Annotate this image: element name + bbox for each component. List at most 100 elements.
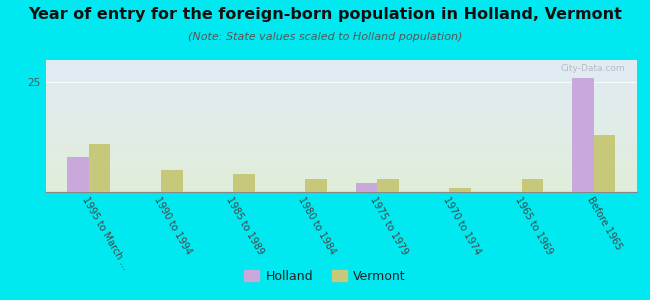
- Bar: [46, 114, 637, 115]
- Bar: [46, 167, 637, 168]
- Bar: [46, 110, 637, 111]
- Bar: [46, 182, 637, 183]
- Bar: [306, 179, 327, 192]
- Bar: [46, 132, 637, 133]
- Bar: [46, 173, 637, 174]
- Bar: [46, 145, 637, 146]
- Bar: [46, 107, 637, 108]
- Bar: [46, 76, 637, 77]
- Bar: [46, 115, 637, 116]
- Bar: [46, 79, 637, 80]
- Bar: [46, 166, 637, 167]
- Bar: [521, 179, 543, 192]
- Bar: [46, 190, 637, 191]
- Bar: [46, 67, 637, 68]
- Bar: [46, 172, 637, 173]
- Bar: [46, 91, 637, 92]
- Bar: [377, 179, 399, 192]
- Bar: [46, 95, 637, 96]
- Bar: [46, 139, 637, 140]
- Bar: [46, 100, 637, 101]
- Bar: [46, 94, 637, 95]
- Bar: [46, 155, 637, 156]
- Text: City-Data.com: City-Data.com: [560, 64, 625, 73]
- Bar: [46, 60, 637, 61]
- Bar: [46, 113, 637, 114]
- Bar: [89, 144, 111, 192]
- Bar: [46, 70, 637, 71]
- Bar: [46, 71, 637, 72]
- Bar: [46, 112, 637, 113]
- Bar: [46, 163, 637, 164]
- Bar: [46, 127, 637, 128]
- Bar: [46, 62, 637, 63]
- Bar: [46, 133, 637, 134]
- Bar: [46, 170, 637, 171]
- Bar: [46, 174, 637, 175]
- Bar: [46, 99, 637, 100]
- Bar: [46, 136, 637, 137]
- Bar: [46, 121, 637, 122]
- Bar: [46, 74, 637, 75]
- Text: Year of entry for the foreign-born population in Holland, Vermont: Year of entry for the foreign-born popul…: [28, 8, 622, 22]
- Bar: [46, 148, 637, 149]
- Bar: [46, 69, 637, 70]
- Bar: [46, 131, 637, 132]
- Bar: [46, 135, 637, 136]
- Bar: [46, 146, 637, 147]
- Bar: [46, 117, 637, 118]
- Bar: [46, 85, 637, 86]
- Bar: [46, 140, 637, 141]
- Bar: [46, 66, 637, 67]
- Bar: [46, 126, 637, 127]
- Bar: [46, 123, 637, 124]
- Bar: [161, 170, 183, 192]
- Bar: [46, 63, 637, 64]
- Bar: [356, 183, 377, 192]
- Bar: [593, 135, 616, 192]
- Bar: [46, 119, 637, 120]
- Bar: [46, 83, 637, 84]
- Bar: [46, 142, 637, 143]
- Bar: [46, 101, 637, 102]
- Bar: [46, 178, 637, 179]
- Bar: [46, 152, 637, 153]
- Bar: [46, 159, 637, 160]
- Bar: [233, 174, 255, 192]
- Bar: [46, 90, 637, 91]
- Bar: [46, 169, 637, 170]
- Bar: [46, 73, 637, 74]
- Bar: [46, 81, 637, 82]
- Bar: [46, 89, 637, 90]
- Bar: [46, 84, 637, 85]
- Bar: [46, 176, 637, 177]
- Bar: [46, 106, 637, 107]
- Bar: [46, 102, 637, 103]
- Bar: [46, 92, 637, 93]
- Bar: [46, 179, 637, 180]
- Bar: [46, 141, 637, 142]
- Bar: [46, 88, 637, 89]
- Bar: [46, 186, 637, 187]
- Bar: [46, 82, 637, 83]
- Bar: [46, 138, 637, 139]
- Bar: [46, 130, 637, 131]
- Bar: [46, 156, 637, 157]
- Bar: [46, 103, 637, 104]
- Bar: [46, 87, 637, 88]
- Bar: [46, 150, 637, 151]
- Bar: [46, 149, 637, 150]
- Bar: [46, 65, 637, 66]
- Bar: [46, 180, 637, 181]
- Bar: [46, 93, 637, 94]
- Bar: [46, 157, 637, 158]
- Bar: [46, 188, 637, 189]
- Bar: [46, 75, 637, 76]
- Bar: [46, 154, 637, 155]
- Bar: [46, 122, 637, 123]
- Bar: [46, 161, 637, 162]
- Bar: [46, 78, 637, 79]
- Bar: [46, 185, 637, 186]
- Bar: [46, 105, 637, 106]
- Bar: [46, 137, 637, 138]
